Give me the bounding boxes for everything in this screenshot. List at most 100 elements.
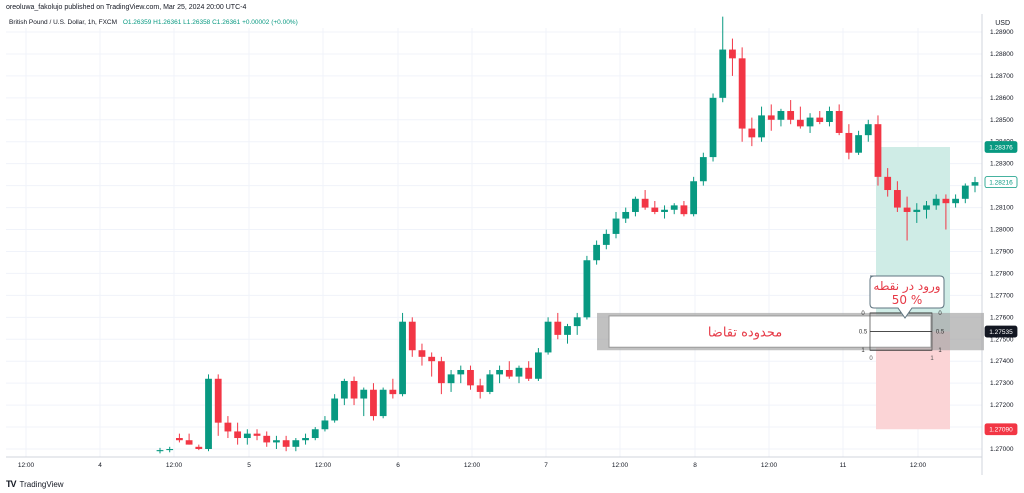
x-tick-label: 12:00 [612, 462, 629, 469]
candle-body [758, 115, 765, 138]
candle-body [321, 420, 329, 430]
candle-body [806, 117, 814, 127]
candle-body [913, 209, 921, 212]
candle-body [302, 438, 309, 441]
candle-body [263, 435, 271, 443]
candle-body [593, 244, 601, 261]
y-tick-label: 1.28500 [990, 117, 1014, 124]
candle-body [661, 209, 668, 212]
tradingview-logo-icon: TV [6, 479, 16, 489]
candle-body [796, 119, 804, 127]
candle-body [709, 97, 717, 158]
candle-body [360, 389, 368, 399]
candle-body [370, 389, 377, 417]
ohlc-values: O1.26359 H1.26361 L1.26358 C1.26361 +0.0… [122, 19, 298, 26]
candle-body [748, 128, 756, 138]
candle-body [767, 115, 775, 120]
fib-bottom-label: 0 [869, 356, 873, 362]
candle-body [651, 207, 659, 212]
candle-body [554, 321, 562, 335]
candle-body [738, 58, 746, 129]
candle-body [505, 369, 513, 377]
candle-body [622, 211, 630, 219]
candle-body [525, 367, 533, 379]
candle-body [835, 111, 843, 133]
candle-body [437, 361, 445, 384]
candle-body [418, 350, 426, 357]
candle-body [234, 431, 242, 439]
price-label: 1.28216 [989, 179, 1013, 186]
candle-body [583, 260, 591, 318]
candle-body [632, 198, 639, 212]
symbol-name[interactable]: British Pound / U.S. Dollar, 1h, FXCM [9, 19, 118, 26]
candle-body [389, 389, 397, 395]
candle-body [961, 185, 969, 199]
y-tick-label: 1.27800 [990, 270, 1014, 277]
candle-body [399, 321, 406, 395]
price-label: 1.27090 [989, 427, 1013, 434]
candle-body [971, 182, 979, 186]
price-label: 1.27535 [989, 329, 1013, 336]
candle-body [185, 440, 193, 445]
y-tick-label: 1.27700 [990, 292, 1014, 299]
demand-zone-label: محدوده تقاضا [708, 326, 782, 341]
candle-body [214, 378, 222, 423]
candle-body [447, 374, 455, 384]
candle-body [719, 49, 727, 98]
x-tick-label: 12:00 [910, 462, 927, 469]
candle-body [476, 385, 484, 392]
candle-body [932, 198, 940, 206]
x-tick-label: 6 [396, 462, 400, 469]
candle-body [253, 433, 261, 436]
candle-body [243, 433, 251, 439]
candle-body [564, 326, 571, 335]
x-tick-label: 11 [840, 462, 847, 469]
x-tick-label: 7 [544, 462, 548, 469]
candle-body [496, 369, 503, 375]
candle-body [855, 135, 862, 153]
candle-body [486, 374, 494, 392]
candle-body [641, 198, 649, 208]
candle-body [467, 369, 474, 386]
footer-brand: TV TradingView [6, 479, 64, 489]
candle-body [816, 117, 824, 122]
x-tick-label: 12:00 [18, 462, 35, 469]
candle-body [428, 356, 436, 362]
y-tick-label: 1.27000 [990, 446, 1014, 453]
fib-level-label: 0 [938, 311, 942, 317]
candle-body [680, 205, 688, 215]
price-label-box [984, 423, 1018, 436]
candle-body [602, 233, 610, 245]
price-label-box [984, 325, 1018, 338]
callout-bubble [869, 275, 945, 319]
price-label-box [984, 176, 1018, 189]
fib-level-label: 1 [861, 348, 865, 354]
fib-level-label: 0.5 [936, 330, 945, 336]
y-tick-label: 1.28100 [990, 205, 1014, 212]
candle-body [942, 198, 950, 204]
fib-bottom-label: 1 [930, 356, 934, 362]
candle-body [884, 176, 892, 191]
currency-label[interactable]: USD [995, 20, 1010, 27]
y-tick-label: 1.27300 [990, 380, 1014, 387]
candle-body [408, 321, 416, 351]
y-tick-label: 1.27500 [990, 336, 1014, 343]
candle-body [350, 380, 358, 399]
candle-body [166, 449, 174, 451]
candle-body [205, 378, 212, 449]
candle-body [544, 321, 552, 353]
candle-body [195, 446, 203, 449]
candle-body [292, 440, 300, 447]
candle-body [826, 111, 833, 122]
published-line: oreoluwa_fakolujo published on TradingVi… [6, 4, 247, 11]
candle-body [903, 207, 911, 212]
candle-body [457, 369, 465, 375]
candle-body [845, 132, 853, 153]
candle-body [515, 367, 523, 377]
y-tick-label: 1.28000 [990, 227, 1014, 234]
y-tick-label: 1.28600 [990, 95, 1014, 102]
candle-body [176, 438, 183, 441]
candle-body [224, 422, 232, 432]
candle-body [340, 380, 348, 399]
